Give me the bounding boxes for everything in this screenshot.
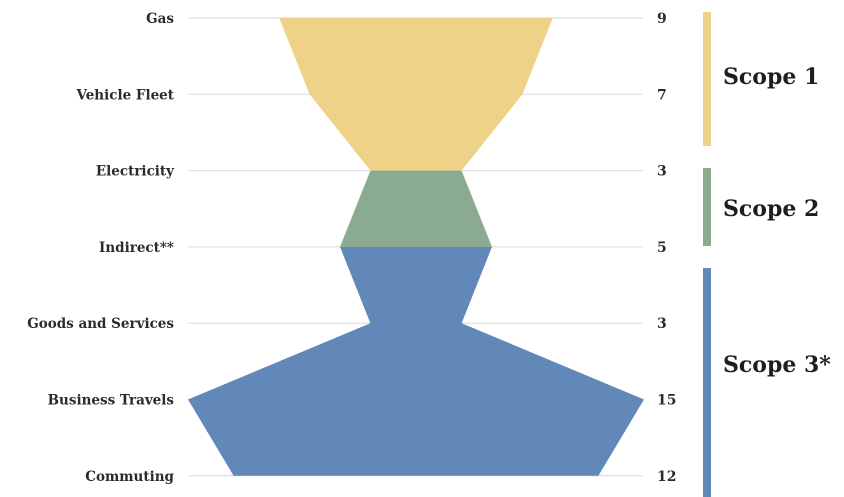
value-label-2: 3	[657, 164, 667, 180]
scope-3-label: Scope 3*	[723, 352, 831, 378]
value-label-1: 7	[657, 87, 667, 103]
value-label-3: 5	[657, 240, 667, 256]
value-label-0: 9	[657, 11, 667, 27]
scope-2-bar	[703, 168, 711, 246]
category-label-4: Goods and Services	[27, 316, 174, 332]
scope-2-label: Scope 2	[723, 196, 820, 222]
value-label-5: 15	[657, 393, 676, 409]
category-label-6: Commuting	[85, 469, 174, 485]
funnel-segment-2	[340, 170, 492, 247]
category-labels: Gas Vehicle Fleet Electricity Indirect** Goo…	[27, 11, 175, 485]
category-label-5: Business Travels	[48, 393, 175, 409]
funnel-segment-1	[279, 18, 553, 171]
value-label-4: 3	[657, 316, 667, 332]
category-label-1: Vehicle Fleet	[75, 87, 174, 103]
value-labels: 9 7 3 5 3 15 12	[657, 11, 676, 485]
category-label-0: Gas	[146, 11, 174, 27]
funnel-shapes	[188, 18, 644, 476]
scope-1-bar	[703, 12, 711, 146]
scope-1-label: Scope 1	[723, 64, 820, 90]
category-label-2: Electricity	[96, 164, 175, 180]
scope-3-bar	[703, 268, 711, 497]
category-label-3: Indirect**	[99, 240, 174, 256]
funnel-segment-3	[188, 246, 644, 476]
value-label-6: 12	[657, 469, 676, 485]
